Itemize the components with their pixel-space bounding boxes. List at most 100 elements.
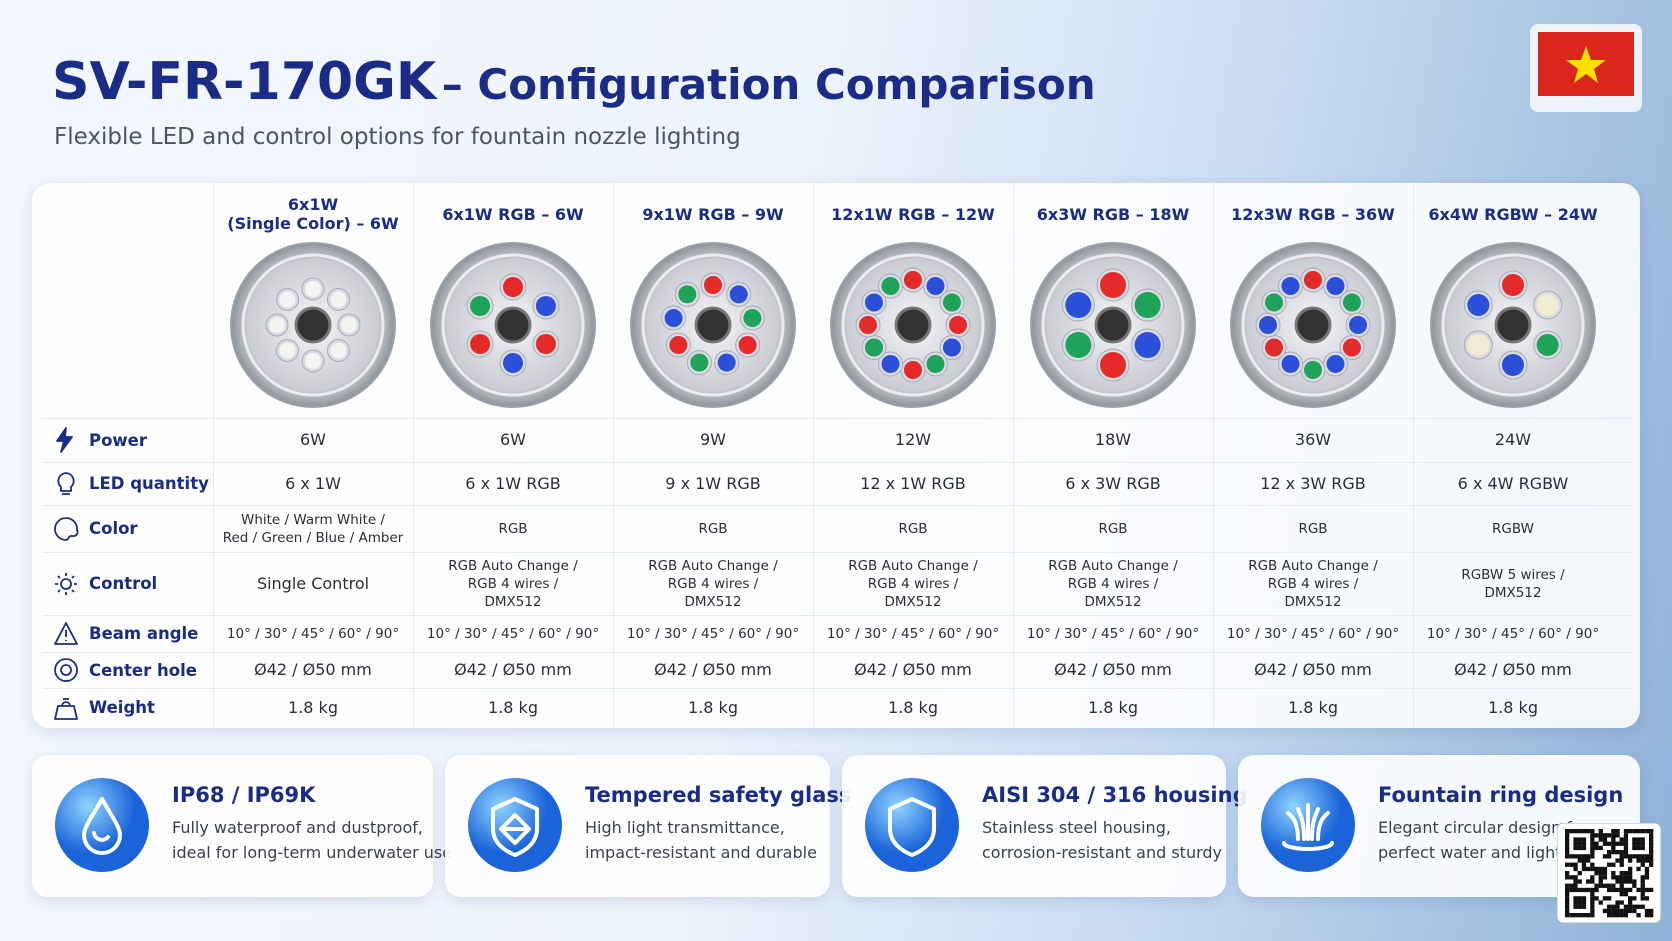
- table-cell: 24W: [1494, 430, 1532, 449]
- table-cell: 1.8 kg: [1288, 697, 1338, 717]
- lamp-image: [1030, 242, 1196, 408]
- row-icon: [55, 572, 77, 595]
- table-cell: 12 x 1W RGB: [860, 473, 966, 493]
- lamp-image: [1430, 242, 1596, 408]
- title: SV-FR-170GK – Configuration Comparison: [52, 52, 1096, 112]
- table-cell: 6 x 1W: [285, 473, 341, 493]
- lamp-image: [830, 242, 996, 408]
- row-label: Color: [89, 519, 138, 538]
- title-code: SV-FR-170GK: [52, 52, 437, 112]
- feature-text: Fully waterproof and dustproof, ideal fo…: [172, 818, 453, 862]
- table-cell: 6 x 3W RGB: [1065, 473, 1161, 493]
- table-cell: 9W: [700, 430, 726, 449]
- table-cell: RGB Auto Change / RGB 4 wires / DMX512: [848, 557, 978, 610]
- feature-title: IP68 / IP69K: [172, 783, 316, 807]
- col-divider: [813, 183, 814, 728]
- table-cell: RGB: [698, 520, 728, 537]
- col-divider: [413, 183, 414, 728]
- table-cell: Ø42 / Ø50 mm: [1454, 660, 1572, 679]
- table-cell: 1.8 kg: [288, 697, 338, 717]
- table-cell: RGB: [898, 520, 928, 537]
- table-cell: RGB Auto Change / RGB 4 wires / DMX512: [1248, 557, 1378, 610]
- table-cell: 10° / 30° / 45° / 60° / 90°: [1226, 625, 1400, 642]
- column-header: 6x3W RGB – 18W: [1036, 205, 1190, 224]
- lamp-image: [230, 242, 396, 408]
- table-cell: White / Warm White / Red / Green / Blue …: [222, 511, 404, 546]
- table-cell: Ø42 / Ø50 mm: [854, 660, 972, 679]
- feature-icon: [865, 778, 959, 872]
- row-label: Weight: [89, 698, 155, 717]
- feature-text: Stainless steel housing, corrosion-resis…: [982, 818, 1223, 862]
- table-cell: 1.8 kg: [688, 697, 738, 717]
- table-cell: Ø42 / Ø50 mm: [1054, 660, 1172, 679]
- feature-text: High light transmittance, impact-resista…: [585, 818, 817, 862]
- table-cell: 10° / 30° / 45° / 60° / 90°: [226, 625, 400, 642]
- row-divider: [42, 462, 1632, 463]
- feature-icon: [1261, 778, 1355, 872]
- row-label: LED quantity: [89, 474, 209, 493]
- table-cell: 10° / 30° / 45° / 60° / 90°: [626, 625, 800, 642]
- row-label: Beam angle: [89, 624, 199, 643]
- table-cell: 1.8 kg: [1488, 697, 1538, 717]
- table-cell: 10° / 30° / 45° / 60° / 90°: [1426, 625, 1600, 642]
- table-cell: RGBW 5 wires / DMX512: [1461, 566, 1565, 601]
- table-cell: RGB: [1098, 520, 1128, 537]
- table-cell: RGB: [498, 520, 528, 537]
- column-header: 6x1W RGB – 6W: [442, 205, 584, 224]
- table-cell: 9 x 1W RGB: [665, 473, 761, 493]
- row-divider: [42, 652, 1632, 653]
- feature-title: AISI 304 / 316 housing: [982, 783, 1248, 807]
- title-rest: – Configuration Comparison: [441, 60, 1096, 109]
- table-cell: Single Control: [256, 573, 370, 593]
- column-header: 6x1W (Single Color) – 6W: [227, 195, 399, 233]
- column-header: 12x3W RGB – 36W: [1231, 205, 1395, 224]
- table-cell: RGB: [1298, 520, 1328, 537]
- row-divider: [42, 615, 1632, 616]
- table-cell: RGB Auto Change / RGB 4 wires / DMX512: [1048, 557, 1178, 610]
- feature-icon: [468, 778, 562, 872]
- table-cell: 36W: [1294, 430, 1332, 449]
- col-divider: [1213, 183, 1214, 728]
- table-cell: 1.8 kg: [888, 697, 938, 717]
- table-cell: 1.8 kg: [1088, 697, 1138, 717]
- row-icon: [57, 471, 75, 495]
- column-header: 12x1W RGB – 12W: [831, 205, 995, 224]
- row-icon: [54, 697, 78, 720]
- table-cell: Ø42 / Ø50 mm: [254, 660, 372, 679]
- table-cell: RGBW: [1492, 520, 1534, 537]
- table-cell: 6 x 1W RGB: [465, 473, 561, 493]
- qr-code: [1557, 823, 1661, 923]
- row-divider: [42, 418, 1632, 419]
- table-cell: 10° / 30° / 45° / 60° / 90°: [826, 625, 1000, 642]
- row-icon: [54, 658, 78, 682]
- table-cell: 1.8 kg: [488, 697, 538, 717]
- row-divider: [42, 688, 1632, 689]
- feature-title: Tempered safety glass: [585, 783, 852, 807]
- row-divider: [42, 505, 1632, 506]
- table-cell: 18W: [1094, 430, 1132, 449]
- column-header: 6x4W RGBW – 24W: [1428, 205, 1598, 224]
- table-cell: RGB Auto Change / RGB 4 wires / DMX512: [648, 557, 778, 610]
- table-cell: Ø42 / Ø50 mm: [1254, 660, 1372, 679]
- table-cell: 6W: [500, 430, 526, 449]
- column-header: 9x1W RGB – 9W: [642, 205, 784, 224]
- row-label: Control: [89, 574, 158, 593]
- row-icon: [54, 621, 78, 645]
- lamp-image: [1230, 242, 1396, 408]
- table-cell: Ø42 / Ø50 mm: [654, 660, 772, 679]
- row-icon: [56, 427, 73, 453]
- col-divider: [1013, 183, 1014, 728]
- row-label: Power: [89, 430, 147, 450]
- table-cell: RGB Auto Change / RGB 4 wires / DMX512: [448, 557, 578, 610]
- row-icon: [54, 516, 79, 541]
- col-divider: [213, 183, 214, 728]
- lamp-image: [430, 242, 596, 408]
- row-label: Center hole: [89, 660, 197, 680]
- table-cell: 6W: [300, 430, 326, 449]
- feature-title: Fountain ring design: [1378, 783, 1624, 807]
- feature-icon: [55, 778, 149, 872]
- lamp-image: [630, 242, 796, 408]
- flag: [1530, 24, 1642, 112]
- table-cell: 10° / 30° / 45° / 60° / 90°: [426, 625, 600, 642]
